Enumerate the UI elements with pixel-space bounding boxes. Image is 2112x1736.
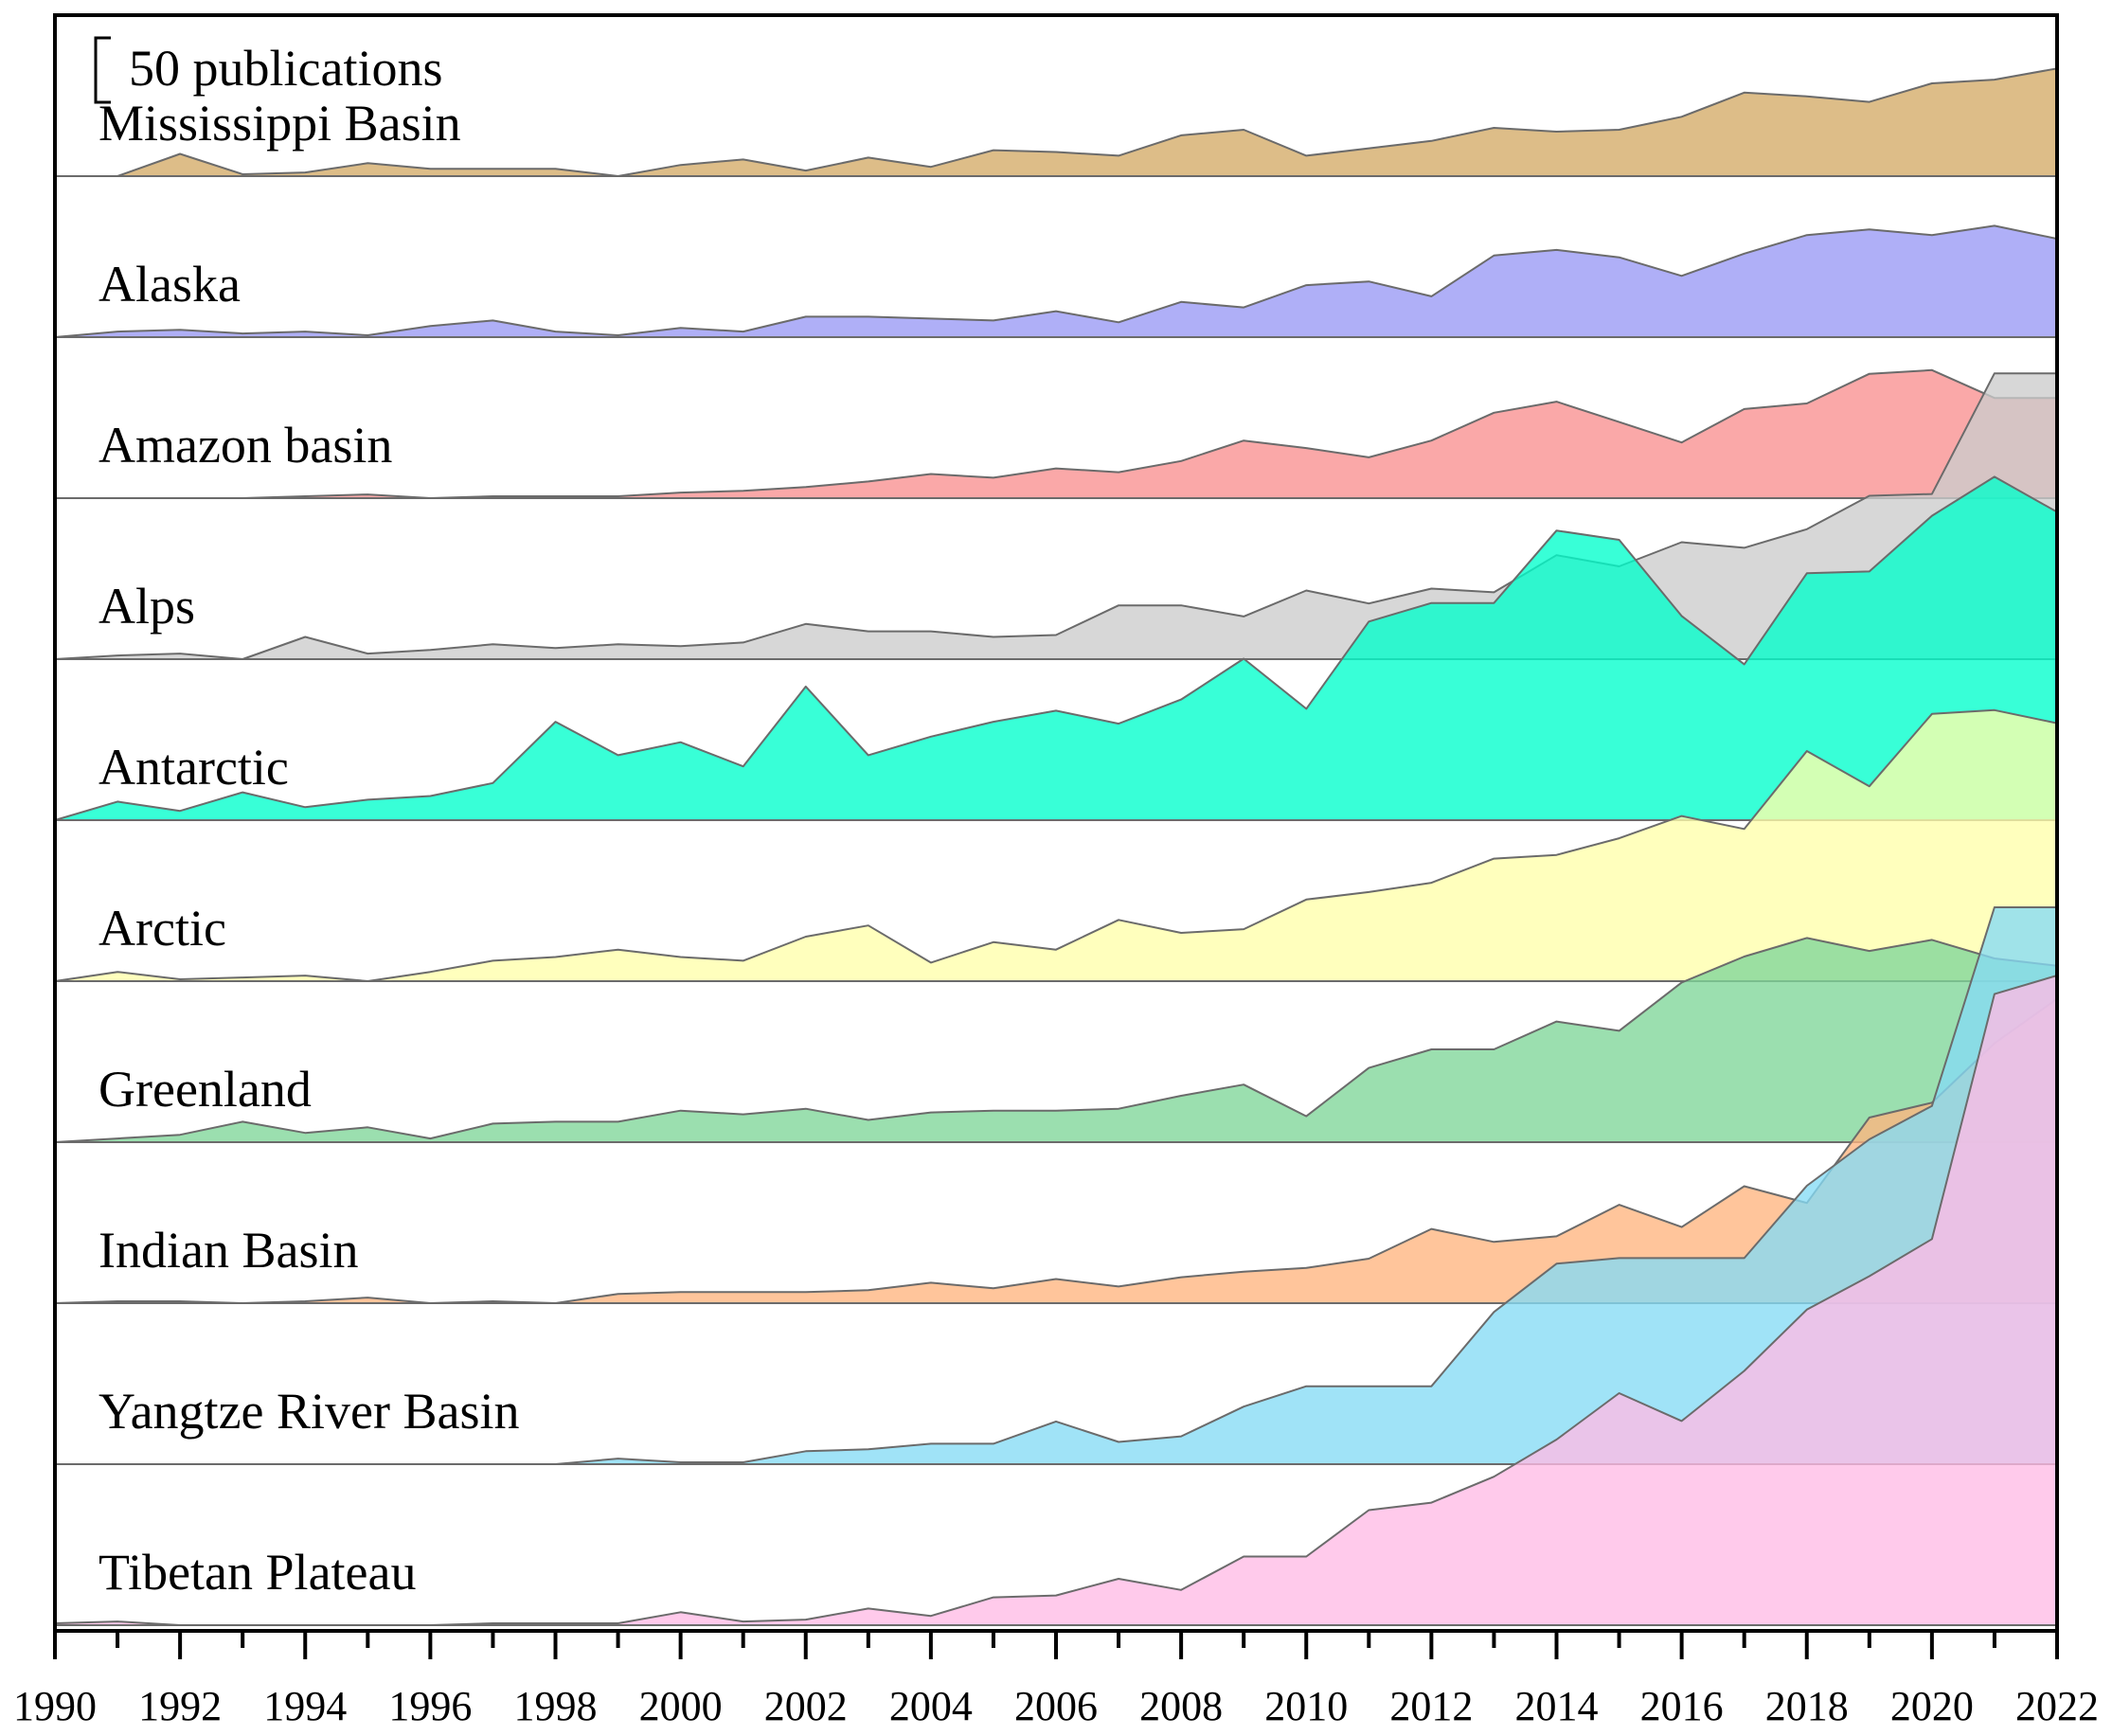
area-greenland [54, 937, 2058, 1143]
scale-bar: 50 publications [94, 36, 442, 104]
x-tick-label-2018: 2018 [1765, 1683, 1849, 1729]
series-areas [54, 67, 2058, 1626]
x-tick-label-2006: 2006 [1014, 1683, 1098, 1729]
scale-bar-bracket [94, 36, 111, 104]
series-label-indian-basin: Indian Basin [98, 1222, 358, 1279]
series-label-mississippi-basin: Mississippi Basin [98, 95, 461, 152]
series-label-amazon-basin: Amazon basin [98, 417, 392, 474]
x-tick-label-2020: 2020 [1890, 1683, 1974, 1729]
x-tick-label-2010: 2010 [1264, 1683, 1348, 1729]
x-tick-label-2012: 2012 [1389, 1683, 1473, 1729]
x-tick-label-2004: 2004 [889, 1683, 973, 1729]
x-tick-label-1998: 1998 [514, 1683, 598, 1729]
area-amazon-basin [54, 368, 2058, 499]
area-mississippi-basin [54, 67, 2058, 177]
series-labels: Mississippi Basin Alaska Amazon basin Alps A… [98, 95, 519, 1601]
series-label-alaska: Alaska [98, 256, 241, 313]
series-label-yangtze-river-basin: Yangtze River Basin [98, 1383, 519, 1440]
area-arctic [54, 708, 2058, 982]
x-tick-label-1996: 1996 [388, 1683, 472, 1729]
x-tick-label-2016: 2016 [1640, 1683, 1724, 1729]
area-alaska [54, 224, 2058, 338]
series-label-arctic: Arctic [98, 900, 226, 957]
x-tick-label-1994: 1994 [263, 1683, 347, 1729]
x-tick-label-1990: 1990 [13, 1683, 97, 1729]
x-axis: 1990 1992 1994 1996 1998 2000 2002 2004 2006 2008… [13, 1631, 2099, 1729]
x-tick-label-2022: 2022 [2015, 1683, 2099, 1729]
series-label-tibetan-plateau: Tibetan Plateau [98, 1544, 416, 1601]
x-tick-label-2000: 2000 [639, 1683, 723, 1729]
x-tick-label-1992: 1992 [138, 1683, 222, 1729]
area-yangtze-river-basin [54, 906, 2058, 1465]
area-antarctic [54, 475, 2058, 821]
series-label-greenland: Greenland [98, 1061, 312, 1118]
x-tick-label-2008: 2008 [1139, 1683, 1223, 1729]
series-label-alps: Alps [98, 578, 195, 635]
x-tick-label-2002: 2002 [764, 1683, 848, 1729]
series-label-antarctic: Antarctic [98, 739, 289, 796]
area-tibetan-plateau [54, 975, 2058, 1626]
x-tick-label-2014: 2014 [1515, 1683, 1599, 1729]
scale-bar-label: 50 publications [129, 40, 442, 97]
